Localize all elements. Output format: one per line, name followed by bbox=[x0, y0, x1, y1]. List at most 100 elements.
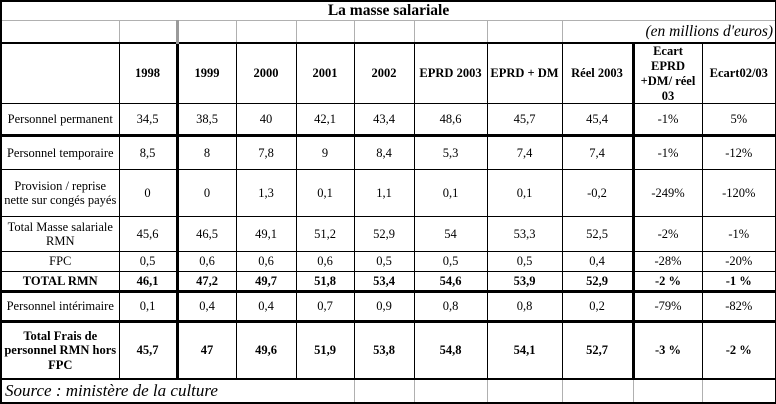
value-cell: 38,5 bbox=[176, 103, 237, 138]
value-cell: 42,1 bbox=[295, 103, 355, 138]
value-cell: 0,8 bbox=[413, 291, 488, 324]
value-cell: 0,8 bbox=[486, 291, 563, 324]
value-cell: 0,5 bbox=[353, 251, 415, 273]
table-row: Total Masse salariale RMN 45,6 46,5 49,1 51,… bbox=[0, 216, 776, 253]
value-cell: 51,8 bbox=[295, 271, 355, 294]
row-label: Total Masse salariale RMN bbox=[0, 216, 120, 253]
value-cell: -82% bbox=[701, 291, 776, 324]
value-cell: 0,4 bbox=[235, 291, 297, 324]
value-cell: 8,4 bbox=[353, 135, 415, 171]
value-cell: 43,4 bbox=[353, 103, 415, 138]
value-cell: 0,4 bbox=[176, 291, 237, 324]
value-cell: 49,7 bbox=[235, 271, 297, 294]
grid-cell bbox=[1, 20, 120, 44]
value-cell: 40 bbox=[235, 103, 297, 138]
value-cell: 7,4 bbox=[486, 135, 563, 171]
value-cell: 54,6 bbox=[413, 271, 488, 294]
value-cell: -249% bbox=[632, 169, 703, 218]
value-cell: -28% bbox=[632, 251, 703, 273]
value-cell: 45,7 bbox=[486, 103, 563, 138]
row-label: Personnel permanent bbox=[0, 103, 120, 138]
column-header: 2001 bbox=[295, 42, 355, 105]
value-cell: 7,8 bbox=[235, 135, 297, 171]
table-row: Personnel permanent 34,5 38,5 40 42,1 43,4 48,… bbox=[0, 103, 776, 138]
value-cell: 45,6 bbox=[118, 216, 179, 253]
value-cell: 1,1 bbox=[353, 169, 415, 218]
value-cell: -1% bbox=[632, 103, 703, 138]
value-cell: 5,3 bbox=[413, 135, 488, 171]
value-cell: -12% bbox=[701, 135, 776, 171]
value-cell: 51,9 bbox=[295, 321, 355, 381]
grid-cell bbox=[353, 379, 414, 404]
value-cell: 7,4 bbox=[561, 135, 635, 171]
value-cell: 53,8 bbox=[353, 321, 415, 381]
grid-cell bbox=[632, 379, 702, 404]
value-cell: -120% bbox=[701, 169, 776, 218]
column-header: EPRD + DM bbox=[486, 42, 563, 105]
value-cell: 0,2 bbox=[561, 291, 635, 324]
table-title: La masse salariale bbox=[1, 1, 776, 22]
source-note: Source : ministère de la culture bbox=[5, 381, 218, 401]
row-label: Total Frais de personnel RMN hors FPC bbox=[0, 321, 120, 381]
table-row: FPC 0,5 0,6 0,6 0,6 0,5 0,5 0,5 0,4 -28% -20% bbox=[0, 251, 776, 273]
value-cell: 0,6 bbox=[235, 251, 297, 273]
value-cell: -2 % bbox=[632, 271, 703, 294]
value-cell: 0,6 bbox=[295, 251, 355, 273]
value-cell: -79% bbox=[632, 291, 703, 324]
grid-cell bbox=[296, 20, 355, 44]
value-cell: 53,9 bbox=[486, 271, 563, 294]
grid-cell bbox=[119, 20, 179, 44]
column-header: 2000 bbox=[235, 42, 297, 105]
value-cell: 49,1 bbox=[235, 216, 297, 253]
column-header: Ecart02/03 bbox=[701, 42, 776, 105]
value-cell: 53,3 bbox=[486, 216, 563, 253]
source-row: Source : ministère de la culture bbox=[1, 379, 776, 404]
row-label: Personnel intérimaire bbox=[0, 291, 120, 324]
value-cell: 0,4 bbox=[561, 251, 635, 273]
value-cell: 45,4 bbox=[561, 103, 635, 138]
value-cell: 0,5 bbox=[486, 251, 563, 273]
table-row: TOTAL RMN 46,1 47,2 49,7 51,8 53,4 54,6 53,9 52,… bbox=[0, 271, 776, 294]
column-header: 2002 bbox=[353, 42, 415, 105]
value-cell: -0,2 bbox=[561, 169, 635, 218]
value-cell: 52,9 bbox=[353, 216, 415, 253]
value-cell: 0,7 bbox=[295, 291, 355, 324]
value-cell: 46,1 bbox=[118, 271, 179, 294]
value-cell: -1% bbox=[701, 216, 776, 253]
row-label: Personnel temporaire bbox=[0, 135, 120, 171]
column-header: 1999 bbox=[176, 42, 237, 105]
value-cell: 52,9 bbox=[561, 271, 635, 294]
value-cell: 8 bbox=[176, 135, 237, 171]
grid-cell bbox=[177, 20, 237, 44]
value-cell: 9 bbox=[295, 135, 355, 171]
value-cell: 49,6 bbox=[235, 321, 297, 381]
grid-cell bbox=[413, 379, 487, 404]
grid-cell bbox=[486, 379, 562, 404]
table-row: Personnel intérimaire 0,1 0,4 0,4 0,7 0,9 0,8 0… bbox=[0, 291, 776, 324]
value-cell: 0,9 bbox=[353, 291, 415, 324]
column-header: EPRD 2003 bbox=[413, 42, 488, 105]
title-row: La masse salariale bbox=[1, 1, 776, 22]
value-cell: -1 % bbox=[701, 271, 776, 294]
value-cell: 45,7 bbox=[118, 321, 179, 381]
value-cell: 53,4 bbox=[353, 271, 415, 294]
value-cell: 46,5 bbox=[176, 216, 237, 253]
value-cell: 0 bbox=[176, 169, 237, 218]
value-cell: 0,6 bbox=[176, 251, 237, 273]
value-cell: 52,7 bbox=[561, 321, 635, 381]
column-header: 1998 bbox=[118, 42, 179, 105]
header-row: 1998 1999 2000 2001 2002 EPRD 2003 EPRD + DM Ré… bbox=[0, 42, 776, 105]
value-cell: 47,2 bbox=[176, 271, 237, 294]
value-cell: 0,1 bbox=[295, 169, 355, 218]
value-cell: 48,6 bbox=[413, 103, 488, 138]
value-cell: -20% bbox=[701, 251, 776, 273]
value-cell: 54,8 bbox=[413, 321, 488, 381]
grid-cell bbox=[236, 20, 297, 44]
value-cell: -2% bbox=[632, 216, 703, 253]
grid-cell bbox=[354, 20, 415, 44]
value-cell: -3 % bbox=[632, 321, 703, 381]
row-label: Provision / reprise nette sur congés pay… bbox=[0, 169, 120, 218]
table-row: Total Frais de personnel RMN hors FPC 45,… bbox=[0, 321, 776, 381]
grid-cell bbox=[414, 20, 488, 44]
value-cell: 54,1 bbox=[486, 321, 563, 381]
